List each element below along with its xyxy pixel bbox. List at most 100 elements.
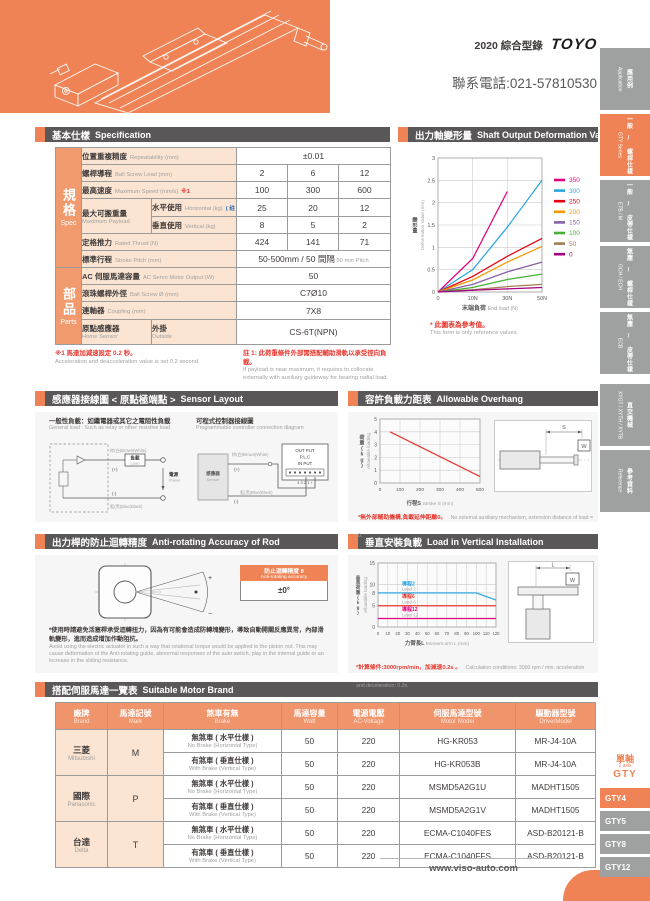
brake-zh: 有煞車 ( 垂直仕樣 ) xyxy=(191,848,254,857)
label-en: Maximum Payload xyxy=(82,218,130,225)
legend-label: 250 xyxy=(569,198,580,205)
series-label-en: Lead 6 xyxy=(402,600,416,605)
side-label-wrap: 規格 Spec xyxy=(57,188,81,227)
footnote-zh: ※1 馬達加減速設定 0.2 秒。 xyxy=(55,350,137,357)
x-axis-title: 行程S Stroke S (mm) xyxy=(406,499,454,507)
footer-website[interactable]: www.viso-auto.com xyxy=(429,863,518,874)
brand-cell: 台達 Delta xyxy=(55,821,108,868)
note-en: Calculation conditions: 3000 rpm / min, … xyxy=(356,665,585,689)
svg-text:垂直荷重(kg): 垂直荷重(k g) xyxy=(355,574,361,615)
row-label-text: 標準行程 Stroke Pitch (mm) xyxy=(82,254,236,265)
watt-cell: 50 xyxy=(281,729,338,753)
header-zh: 廠牌 xyxy=(73,708,90,718)
column-header: 廠牌 Brand xyxy=(55,702,108,730)
overhang-chart: 0 100 200 300 400 500 0 1 2 3 4 5 行程S Stroke S (mm) 荷… xyxy=(356,414,488,513)
sidebar-tab-ecb[interactable]: 無塵 / 皮帶仕樣 ECB xyxy=(600,312,650,374)
mark-cell: M xyxy=(107,729,164,776)
svg-text:1: 1 xyxy=(374,468,377,474)
row-label-text: 定格推力 Rated Thrust (N) xyxy=(82,237,236,248)
watt-cell: 50 xyxy=(281,775,338,799)
spec-footnote-right: 註 1: 此荷重條件外部需搭配輔助滑軌以承受徑向負載。 If payload i… xyxy=(243,350,393,382)
brake-cell: 有煞車 ( 垂直仕樣 ) With Brake (Vertical Type) xyxy=(163,752,282,776)
spec-footnote-left: ※1 馬達加減速設定 0.2 秒。 Acceleration and deacc… xyxy=(55,350,237,366)
svg-text:變形量: 變形量 xyxy=(411,215,418,234)
section-title-en: Sensor Layout xyxy=(180,393,244,404)
sidebar-tab-application[interactable]: 應用例 Application xyxy=(600,48,650,110)
row-label: 定格推力 Rated Thrust (N) xyxy=(81,233,237,251)
label-en: Outside xyxy=(152,334,172,341)
row-label: 螺桿導程 Ball Screw Lead (mm) xyxy=(81,164,237,182)
section-header-sensor-layout: 感應器接線圖 < 原點極端點 > Sensor Layout xyxy=(35,391,338,406)
svg-text:荷重(kg): 荷重(k g) xyxy=(359,433,365,469)
label-en: Rated Thrust (N) xyxy=(115,240,159,247)
svg-text:30N: 30N xyxy=(502,296,512,302)
svg-text:60: 60 xyxy=(435,631,440,636)
voltage-cell: 220 xyxy=(337,752,400,776)
series-item-gty4[interactable]: GTY4 xyxy=(600,788,650,808)
value-text: CS-6T(NPN) xyxy=(289,326,338,337)
plc-connection-title: 可程式控制器接線圖 Programmable controller connec… xyxy=(196,416,304,431)
side-label: 部品 Parts xyxy=(55,267,82,345)
svg-text:3: 3 xyxy=(432,156,435,162)
label-en: Vertical (kg) xyxy=(185,223,216,230)
svg-text:90: 90 xyxy=(464,631,469,636)
series-line-Lead 2 xyxy=(378,592,497,601)
sidebar-tab-gch-ech[interactable]: 無塵 / 螺桿仕樣 GCH / ECH xyxy=(600,246,650,308)
brand-cell: 三菱 Mitsubishi xyxy=(55,729,108,776)
tab-label-zh: 無塵 / 螺桿仕樣 xyxy=(625,247,632,307)
row-label: 位置重複精度 Repeatability (mm) xyxy=(81,147,237,165)
brand-en: Panasonic xyxy=(67,801,96,808)
svg-text:200: 200 xyxy=(416,487,424,493)
table-row: 三菱 Mitsubishi M 無煞車 ( 水平仕樣 ) No Brake (Horiz… xyxy=(55,729,596,776)
motor-model-cell: MSMD5A2G1U xyxy=(399,775,516,799)
motor-table: 廠牌 Brand 馬達記號 Mark 煞車有無 Brake 馬達容量 Watt 電源電壓 AC-V… xyxy=(55,702,596,868)
header-zh: 伺服馬達型號 xyxy=(433,708,482,718)
spec-table: 規格 Spec 位置重複精度 Repeatability (mm) ±0.01 螺桿導程 B… xyxy=(55,147,391,346)
plc-wiring-diagram: 感應器 Sensor OUT PUT P.L.C IN PUT 4 3 2 1 … xyxy=(197,443,329,504)
motor-model-cell: HG-KR053 xyxy=(399,729,516,753)
dim-l-label: L xyxy=(551,563,554,569)
voltage-cell: 220 xyxy=(337,798,400,822)
svg-text:2.5: 2.5 xyxy=(427,178,435,184)
sensor-box-label-zh: 感應器 xyxy=(206,470,220,477)
table-row: 有煞車 ( 垂直仕樣 ) With Brake (Vertical Type) 50… xyxy=(56,844,596,868)
catalog-header: 2020 綜合型錄 TOYO xyxy=(400,36,597,53)
table-row: 有煞車 ( 垂直仕樣 ) With Brake (Vertical Type) 50… xyxy=(56,798,596,822)
note-en: This form is only reference values. xyxy=(430,330,519,337)
row-label-text: 外掛 Outside xyxy=(152,323,236,341)
accent-square xyxy=(35,534,45,549)
series-item-gty8[interactable]: GTY8 xyxy=(600,834,650,854)
series-line-100 xyxy=(437,273,543,293)
vertical-load-panel: 0 10 20 30 40 50 60 70 80 90 100 110 120 5 8 10 15 0 導程2 Le… xyxy=(348,555,598,689)
section-title-zh: 感應器接線圖 < 原點極端點 > xyxy=(52,394,176,406)
sidebar-tab-xygt-xyth-xytb[interactable]: 直交機械 XYGT / XYTH / XYTB xyxy=(600,384,650,446)
column-header: 煞車有無 Brake xyxy=(163,702,282,730)
label-zh: 定格推力 xyxy=(82,237,113,247)
label-zh: 連軸器 xyxy=(82,306,105,316)
label-zh: 標準行程 xyxy=(82,254,113,264)
catalog-year-label: 2020 綜合型錄 xyxy=(474,40,543,52)
sidebar-tab-etb-m[interactable]: 一般 / 皮帶仕樣 ETB / M xyxy=(600,180,650,242)
hero-banner xyxy=(0,0,330,114)
note-en: Avoid using the electric actuator in suc… xyxy=(49,644,324,665)
plus-mark: + xyxy=(208,575,212,582)
row-label-text: 滾珠螺桿外徑 Ball Screw Ø (mm) xyxy=(83,288,236,299)
series-item-gty12[interactable]: GTY12 xyxy=(600,857,650,877)
legend-label: 350 xyxy=(569,177,580,184)
row-label: 連軸器 Coupling (mm) xyxy=(81,301,237,320)
label-en: Ball Screw Lead (mm) xyxy=(115,171,173,178)
section-title-en: Suitable Motor Brand xyxy=(142,684,234,695)
table-row: 原點感應器 Home Sensor 外掛 Outside CS-6T(NPN) xyxy=(56,318,391,346)
svg-text:3: 3 xyxy=(374,443,377,449)
row-label-text: 垂直使用 Vertical (kg) xyxy=(153,220,236,231)
value-cell: 25 xyxy=(236,198,288,217)
sidebar-tab-reference[interactable]: 參考資料 Reference xyxy=(600,450,650,512)
series-line-200 xyxy=(437,245,543,293)
series-nav-header: 單軸 1 axis GTY xyxy=(600,754,650,780)
brand-zh: 國際 xyxy=(72,790,90,801)
title-en: General load : Such as relay or other re… xyxy=(49,425,171,431)
voltage-cell: 220 xyxy=(337,775,400,799)
sidebar-tab-gty-series[interactable]: 一般 / 螺桿仕樣 GTY Series xyxy=(600,114,650,176)
series-item-gty5[interactable]: GTY5 xyxy=(600,811,650,831)
tab-label-en: Application xyxy=(616,66,623,92)
